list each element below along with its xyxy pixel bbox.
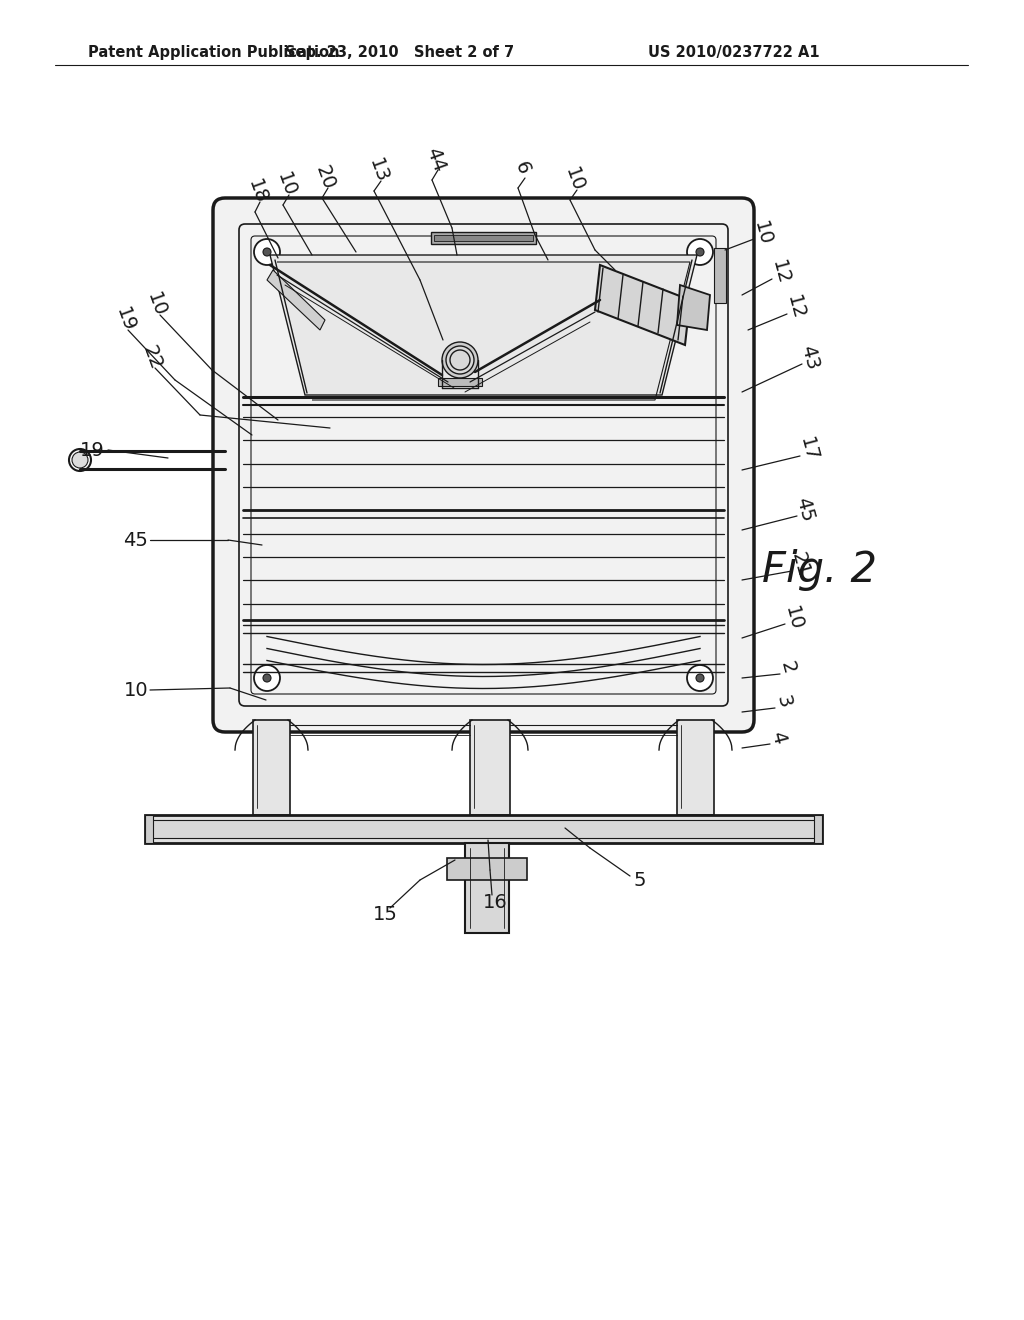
Circle shape [687,665,713,690]
Text: 18: 18 [244,177,270,207]
Text: 19: 19 [80,441,105,459]
Polygon shape [267,271,325,330]
Text: 12: 12 [782,293,807,322]
Text: 4: 4 [767,730,788,746]
Circle shape [450,350,470,370]
Text: 10: 10 [780,603,805,632]
Text: Patent Application Publication: Patent Application Publication [88,45,340,59]
Text: 45: 45 [123,531,148,549]
Bar [145,814,153,843]
Text: 10: 10 [143,290,169,319]
Text: Sep. 23, 2010   Sheet 2 of 7: Sep. 23, 2010 Sheet 2 of 7 [286,45,515,59]
Text: 22: 22 [139,343,165,372]
Text: 12: 12 [768,259,793,288]
Text: 45: 45 [793,495,817,524]
Text: 6: 6 [511,158,534,177]
Text: 10: 10 [561,165,587,195]
Text: 21: 21 [787,550,812,579]
Bar [677,719,714,814]
Circle shape [254,239,280,265]
Text: US 2010/0237722 A1: US 2010/0237722 A1 [648,45,819,59]
Text: 3: 3 [772,693,794,710]
Circle shape [69,449,91,471]
Bar [714,248,726,304]
Polygon shape [677,285,710,330]
Circle shape [696,675,705,682]
Text: 43: 43 [798,343,822,372]
Text: 44: 44 [422,145,449,174]
Polygon shape [270,255,697,395]
Circle shape [442,342,478,378]
Bar [431,232,536,244]
Text: 16: 16 [482,894,507,912]
Circle shape [696,248,705,256]
Bar [253,719,290,814]
Text: 10: 10 [750,219,774,247]
Text: 10: 10 [123,681,148,700]
Bar [150,820,817,838]
Text: 2: 2 [777,660,799,676]
Bar [438,378,482,385]
Polygon shape [595,265,690,345]
Circle shape [446,346,474,374]
Bar [434,235,534,242]
Circle shape [687,239,713,265]
Bar [470,719,510,814]
Text: 13: 13 [365,156,391,186]
Bar [447,858,527,880]
Text: 10: 10 [272,170,299,199]
Text: 5: 5 [634,870,646,890]
Text: 17: 17 [796,436,820,465]
Circle shape [72,451,88,469]
FancyBboxPatch shape [213,198,754,733]
Text: 20: 20 [312,164,338,193]
Bar [145,814,822,843]
Text: 15: 15 [373,906,397,924]
Bar [465,843,509,933]
Text: 19: 19 [112,305,138,335]
Circle shape [263,248,271,256]
Bar [814,814,822,843]
Circle shape [263,675,271,682]
Circle shape [254,665,280,690]
Text: Fig. 2: Fig. 2 [763,549,878,591]
